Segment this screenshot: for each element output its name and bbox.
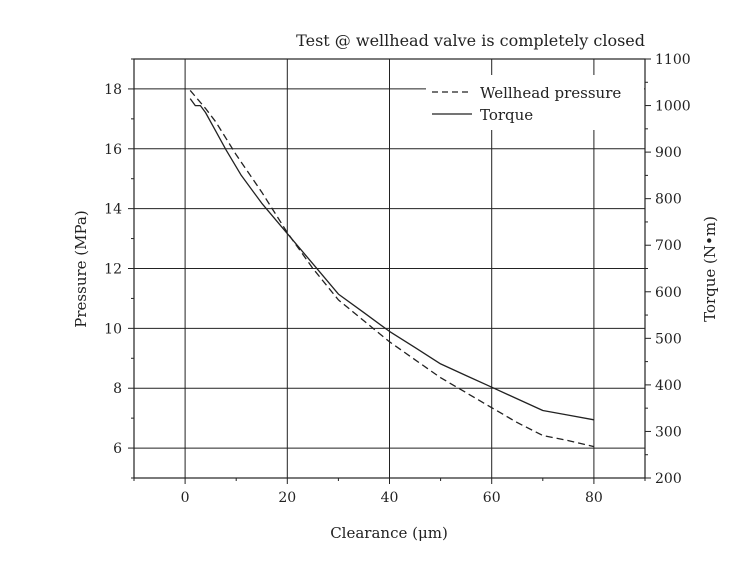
y2-axis-title: Torque (N•m) bbox=[701, 216, 719, 322]
y-tick-label: 18 bbox=[104, 82, 122, 98]
x-axis-title: Clearance (μm) bbox=[330, 524, 448, 542]
x-tick-label: 60 bbox=[483, 490, 501, 506]
x-tick-label: 20 bbox=[278, 490, 296, 506]
y2-tick-label: 300 bbox=[655, 424, 682, 440]
chart-title: Test @ wellhead valve is completely clos… bbox=[296, 31, 645, 50]
y-tick-label: 10 bbox=[104, 321, 122, 337]
y-axis-title: Pressure (MPa) bbox=[72, 210, 90, 327]
y2-tick-label: 1000 bbox=[655, 99, 691, 115]
y-tick-label: 12 bbox=[104, 262, 122, 278]
x-tick-label: 80 bbox=[585, 490, 603, 506]
y2-tick-label: 900 bbox=[655, 145, 682, 161]
y-tick-label: 6 bbox=[113, 441, 122, 457]
y-tick-label: 16 bbox=[104, 142, 122, 158]
y2-tick-label: 200 bbox=[655, 471, 682, 487]
y2-tick-label: 800 bbox=[655, 192, 682, 208]
y-tick-label: 8 bbox=[113, 381, 122, 397]
y-tick-label: 14 bbox=[104, 202, 122, 218]
series-line-torque bbox=[189, 98, 595, 421]
legend: Wellhead pressure Torque bbox=[426, 75, 644, 130]
x-tick-label: 0 bbox=[181, 490, 190, 506]
y2-tick-label: 1100 bbox=[655, 52, 691, 68]
legend-label-torque: Torque bbox=[480, 106, 533, 124]
legend-label-wellhead-pressure: Wellhead pressure bbox=[480, 84, 621, 102]
y2-tick-label: 600 bbox=[655, 285, 682, 301]
series-lines bbox=[189, 89, 595, 448]
grid-lines bbox=[134, 59, 645, 478]
y2-tick-label: 400 bbox=[655, 378, 682, 394]
y2-tick-label: 700 bbox=[655, 238, 682, 254]
legend-box bbox=[426, 75, 644, 130]
x-tick-label: 40 bbox=[381, 490, 399, 506]
y2-tick-label: 500 bbox=[655, 331, 682, 347]
axis-ticks: 0 20 40 60 80 6 8 10 12 14 16 18 200 300 400 500 600 700 8… bbox=[104, 52, 690, 506]
